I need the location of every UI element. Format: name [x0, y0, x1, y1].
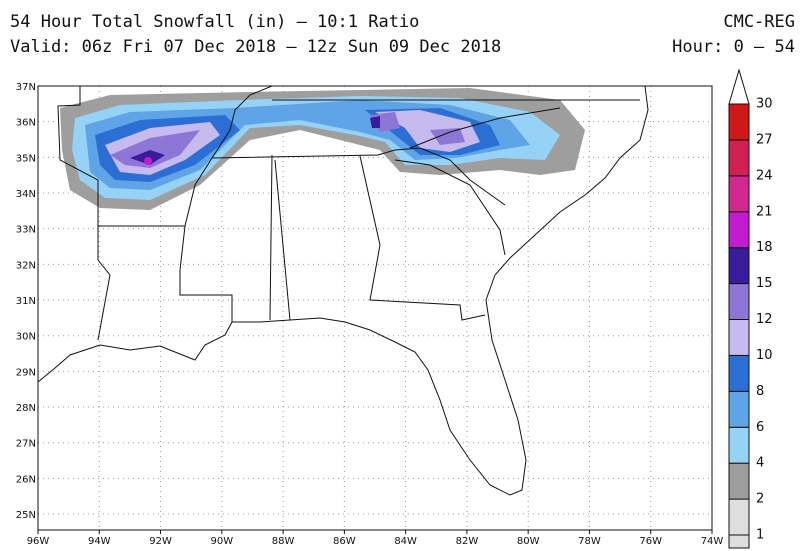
colorbar-label: 15 — [756, 276, 773, 291]
lat-label: 30N — [16, 332, 36, 343]
lon-label: 78W — [578, 536, 601, 547]
colorbar-box — [728, 462, 750, 500]
lon-label: 82W — [456, 536, 479, 547]
colorbar-label: 12 — [756, 312, 773, 327]
colorbar-box — [728, 534, 750, 549]
lat-label: 26N — [16, 474, 36, 485]
lon-label: 84W — [394, 536, 417, 547]
lon-label: 96W — [27, 536, 50, 547]
colorbar-label: 10 — [756, 348, 773, 363]
lon-label: 94W — [88, 536, 111, 547]
lon-label: 90W — [211, 536, 234, 547]
colorbar-box — [728, 211, 750, 249]
lat-label: 36N — [16, 118, 36, 129]
colorbar-label: 21 — [756, 204, 773, 219]
model: CMC-REG — [723, 12, 795, 32]
colorbar-label: 18 — [756, 240, 773, 255]
colorbar-box — [728, 390, 750, 428]
lat-label: 28N — [16, 403, 36, 414]
lat-label: 29N — [16, 367, 36, 378]
colorbar-label: 30 — [756, 97, 773, 112]
colorbar-box — [728, 354, 750, 392]
colorbar-box — [728, 103, 750, 141]
lon-label: 76W — [639, 536, 662, 547]
colorbar-box — [728, 247, 750, 285]
lat-label: 34N — [16, 189, 36, 200]
colorbar-box — [728, 498, 750, 536]
map-frame — [37, 85, 713, 531]
lat-label: 37N — [16, 82, 36, 93]
lon-label: 80W — [517, 536, 540, 547]
colorbar-box — [728, 319, 750, 356]
lon-label: 74W — [701, 536, 724, 547]
colorbar-box — [728, 283, 750, 321]
hour: Hour: 0 — 54 — [672, 37, 795, 57]
colorbar-label: 4 — [756, 456, 764, 471]
colorbar-label: 27 — [756, 132, 773, 147]
colorbar-label: 24 — [756, 168, 773, 183]
colorbar-box — [728, 426, 750, 464]
lat-label: 33N — [16, 225, 36, 236]
geography — [37, 85, 649, 496]
lon-label: 92W — [149, 536, 172, 547]
lat-label: 31N — [16, 296, 36, 307]
colorbar-label: 2 — [756, 492, 764, 507]
colorbar-box — [728, 175, 750, 213]
lon-label: 86W — [333, 536, 356, 547]
lat-label: 27N — [16, 439, 36, 450]
snowfall — [60, 88, 585, 210]
colorbar-box — [728, 139, 750, 177]
lat-label: 35N — [16, 153, 36, 164]
colorbar-arrow — [728, 68, 750, 105]
lon-label: 88W — [272, 536, 295, 547]
colorbar-label: 6 — [756, 420, 764, 435]
colorbar-label: 1 — [756, 528, 764, 543]
title: 54 Hour Total Snowfall (in) — 10:1 Ratio — [10, 12, 419, 32]
grid: 96W 94W 92W 90W 88W 86W 84W 82W 80W 78W 76W 74W 37N 3… — [16, 82, 724, 547]
colorbar-label: 8 — [756, 384, 764, 399]
lat-label: 25N — [16, 510, 36, 521]
lat-label: 32N — [16, 260, 36, 271]
subtitle: Valid: 06z Fri 07 Dec 2018 — 12z Sun 09 … — [10, 37, 501, 57]
